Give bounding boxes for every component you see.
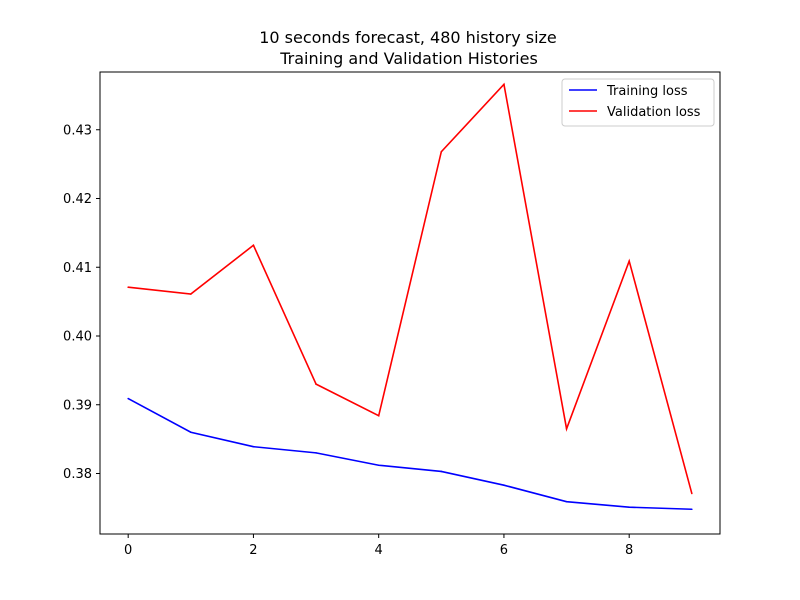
series-1-point-1 (190, 293, 192, 295)
series-layer (127, 82, 693, 511)
series-0-point-1 (190, 431, 192, 434)
y-tick-label-4: 0.42 (63, 192, 92, 207)
legend-box (561, 78, 715, 127)
series-1-point-9 (691, 492, 693, 495)
x-tick-label-2: 4 (375, 543, 383, 558)
series-1-point-7 (565, 428, 568, 430)
y-tick-label-2: 0.40 (63, 330, 92, 345)
series-1-point-0 (127, 286, 129, 288)
series-0-point-9 (691, 508, 693, 511)
plot-frame (99, 71, 721, 535)
series-1-point-4 (377, 414, 380, 417)
series-1-point-5 (440, 150, 443, 153)
legend: Training loss Validation loss (561, 78, 715, 127)
x-tick-label-4: 8 (625, 543, 633, 558)
x-tick-label-3: 6 (500, 543, 508, 558)
series-0-point-5 (440, 470, 443, 473)
chart-title: 10 seconds forecast, 480 history size (259, 28, 557, 47)
series-1-point-3 (315, 383, 317, 385)
x-tick-label-0: 0 (124, 543, 132, 558)
series-0-point-8 (628, 506, 630, 508)
series-1-point-6 (503, 83, 505, 86)
series-0-point-3 (315, 452, 317, 454)
series-0-point-4 (377, 464, 380, 467)
series-0-point-7 (565, 500, 568, 503)
y-tick-label-0: 0.38 (63, 467, 92, 482)
y-tick-label-3: 0.41 (63, 261, 92, 276)
ticks-layer: 0 2 4 6 8 0.38 0.39 0.40 0.41 0.42 0.43 (63, 123, 633, 558)
x-tick-label-1: 2 (249, 543, 257, 558)
series-line-1 (128, 82, 693, 494)
y-tick-label-1: 0.39 (63, 398, 92, 413)
legend-label-0: Training loss (606, 84, 688, 99)
series-0-point-2 (252, 445, 255, 448)
y-tick-label-5: 0.43 (63, 123, 92, 138)
legend-label-1: Validation loss (607, 105, 701, 120)
series-0-point-6 (503, 484, 505, 486)
series-0-point-0 (127, 397, 129, 400)
series-line-0 (127, 397, 692, 511)
series-1-point-2 (252, 244, 255, 247)
chart-subtitle: Training and Validation Histories (279, 49, 538, 68)
series-1-point-8 (628, 260, 630, 262)
